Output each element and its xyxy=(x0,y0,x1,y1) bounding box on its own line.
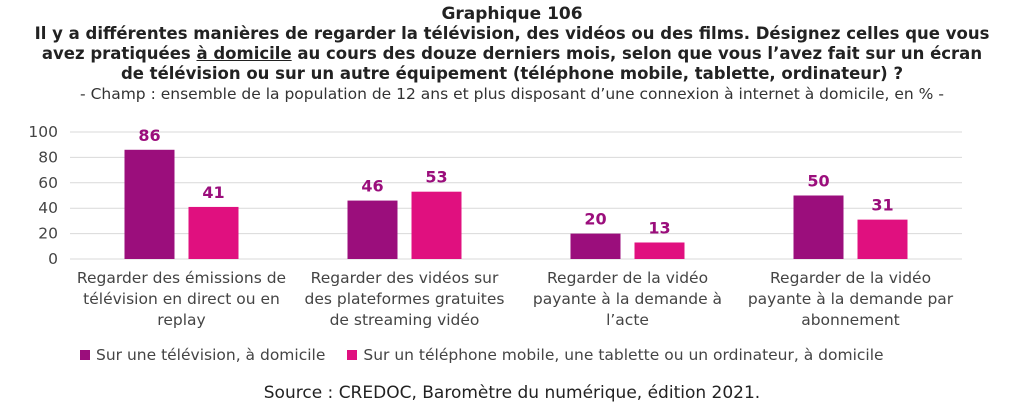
chart-title-block: Graphique 106 Il y a différentes manière… xyxy=(0,4,1024,104)
bar-chart: 0 20 40 60 80 100 86 41 46 53 20 13 50 31 xyxy=(28,123,962,268)
question-part-1: Il y a différentes manières de regarder … xyxy=(34,24,990,63)
x-tick-label-line: Regarder des vidéos sur xyxy=(310,269,499,287)
data-label: 31 xyxy=(871,196,893,215)
x-tick-label: Regarder des vidéos sur des plateformes g… xyxy=(290,268,520,331)
x-tick-label-line: télévision en direct ou en xyxy=(83,290,280,308)
x-tick-label-line: abonnement xyxy=(801,311,900,329)
data-label: 46 xyxy=(361,177,383,196)
legend-swatch-other xyxy=(347,350,358,360)
y-tick-label: 40 xyxy=(38,199,58,217)
y-tick-label: 100 xyxy=(28,123,58,141)
bar xyxy=(124,149,175,259)
y-tick-label: 60 xyxy=(38,174,58,192)
legend-item-tv: Sur une télévision, à domicile xyxy=(80,346,325,364)
x-tick-label-line: Regarder des émissions de xyxy=(76,269,287,287)
legend-label-tv: Sur une télévision, à domicile xyxy=(96,346,326,364)
bar xyxy=(570,233,621,259)
x-tick-label: Regarder des émissions de télévision en d… xyxy=(67,268,297,331)
chart-question: Il y a différentes manières de regarder … xyxy=(30,24,994,84)
data-label: 86 xyxy=(138,126,160,145)
bar xyxy=(857,219,908,259)
x-tick-label-line: de streaming vidéo xyxy=(329,311,480,329)
x-tick-label-line: des plateformes gratuites xyxy=(304,290,505,308)
legend-swatch-tv xyxy=(80,350,90,360)
legend: Sur une télévision, à domicile Sur un té… xyxy=(80,346,1020,364)
source-note: Source : CREDOC, Baromètre du numérique,… xyxy=(263,383,761,403)
chart-number: Graphique 106 xyxy=(441,4,583,24)
y-tick-label: 80 xyxy=(38,148,58,166)
bar xyxy=(793,195,844,259)
data-label: 41 xyxy=(202,183,224,202)
data-label: 53 xyxy=(425,168,447,187)
x-tick-label-line: replay xyxy=(157,311,206,329)
data-label: 13 xyxy=(648,218,670,237)
x-tick-label: Regarder de la vidéo payante à la demande… xyxy=(513,268,743,331)
x-tick-label: Regarder de la vidéo payante à la demande… xyxy=(736,268,966,331)
legend-item-other: Sur un téléphone mobile, une tablette ou… xyxy=(347,346,884,364)
y-tick-label: 20 xyxy=(38,225,58,243)
data-label: 50 xyxy=(807,172,829,191)
bar xyxy=(411,191,462,259)
chart-scope: - Champ : ensemble de la population de 1… xyxy=(80,85,944,103)
x-tick-label-line: payante à la demande par xyxy=(747,290,954,308)
bar xyxy=(347,200,398,259)
x-tick-label-line: Regarder de la vidéo xyxy=(769,269,932,287)
x-tick-label-line: Regarder de la vidéo xyxy=(546,269,709,287)
data-label: 20 xyxy=(584,210,606,229)
bar xyxy=(634,242,685,259)
y-tick-label: 0 xyxy=(48,250,58,268)
x-tick-label-line: payante à la demande à xyxy=(532,290,723,308)
legend-label-other: Sur un téléphone mobile, une tablette ou… xyxy=(363,346,884,364)
question-part-2: au cours des douze derniers mois, selon … xyxy=(120,44,983,83)
x-tick-label-line: l’acte xyxy=(606,311,649,329)
question-underlined: à domicile xyxy=(196,44,292,63)
bar xyxy=(188,206,239,259)
